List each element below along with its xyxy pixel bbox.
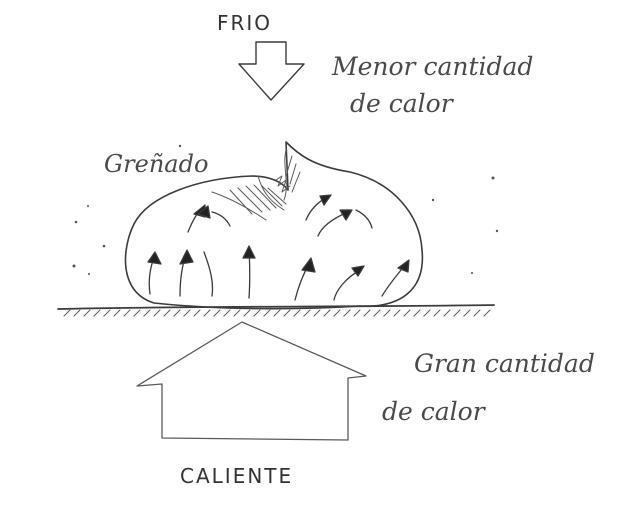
- bloom-score-hatching: [211, 149, 301, 221]
- baking-surface-line: [57, 304, 495, 310]
- more-heat-label-line1: Gran cantidad: [414, 349, 595, 378]
- less-heat-label-line1: Menor cantidad: [331, 52, 533, 81]
- pencil-dots: [72, 144, 499, 275]
- internal-heat-arrows: [147, 194, 410, 301]
- more-heat-label-line2: de calor: [382, 397, 487, 426]
- bloom-label: Greñado: [104, 150, 208, 178]
- hot-label: CALIENTE: [180, 464, 293, 488]
- baking-surface-hatching: [63, 309, 491, 317]
- heat-up-arrow: [136, 321, 367, 441]
- less-heat-label-line2: de calor: [350, 89, 455, 118]
- cold-label: FRIO: [217, 11, 272, 35]
- cold-down-arrow: [238, 41, 305, 101]
